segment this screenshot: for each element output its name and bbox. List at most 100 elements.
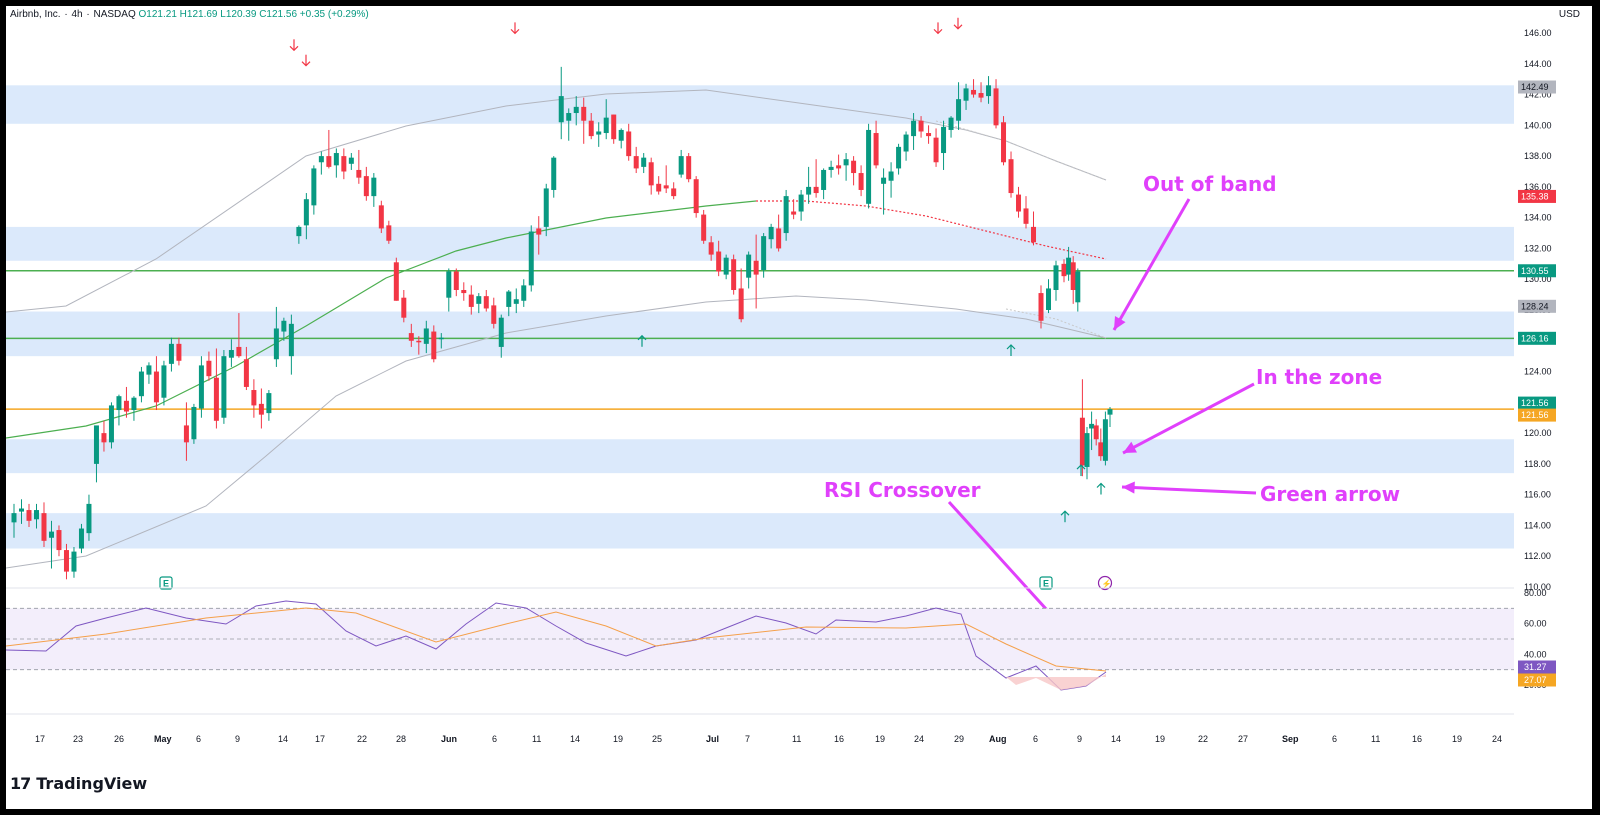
time-axis-tick: Aug [989,734,1007,744]
candle-body [453,271,459,290]
price-axis-label [1518,408,1556,422]
candle-body [528,231,534,286]
candle-body [911,120,917,137]
annotation-rsi-crossover: RSI Crossover [824,478,981,502]
candle-body [176,343,182,361]
candle-body [941,126,947,154]
support-resistance-zone [6,85,1514,124]
candle-body [731,259,737,290]
candle-body [153,371,159,403]
currency-label[interactable]: USD [1558,9,1580,20]
candle-body [933,137,939,163]
support-resistance-zone [6,226,1514,261]
time-axis-tick: 27 [1238,734,1248,744]
rsi-value-label-text: 27.07 [1524,675,1547,685]
candle-body [258,403,264,415]
candle-body [993,88,999,126]
candle-body [956,99,962,121]
up-signal-arrow-head [1006,344,1016,350]
candle-body [191,406,197,440]
price-axis-tick: 110.00 [1524,582,1551,592]
candle-body [663,185,669,189]
time-axis-tick: 6 [1332,734,1337,744]
candle-body [183,425,189,443]
support-resistance-zone [6,439,1514,474]
candle-body [588,120,594,137]
candle-body [303,199,309,226]
candle-body [18,508,24,512]
time-axis-tick: Jun [441,734,457,744]
candle-body [206,360,212,377]
low-value: L120.39 [220,9,257,20]
chart-frame: E E ⚡ 146.00 144.00 142.00 140.00 138.00 136.00 1… [6,6,1592,809]
candle-body [693,179,699,214]
candle-body [513,299,519,304]
time-axis-tick: 19 [613,734,623,744]
price-axis-tick: 130.00 [1524,274,1552,284]
time-axis-tick: 9 [1077,734,1082,744]
candle-body [596,131,602,135]
time-axis-tick: 19 [1155,734,1165,744]
time-axis-tick: 6 [1033,734,1038,744]
tradingview-logo[interactable]: 𝟭𝟳 TradingView [10,774,147,793]
earnings-icon[interactable] [159,576,173,590]
candle-body [161,365,167,398]
candle-body [123,400,129,412]
time-axis-tick: 19 [1452,734,1462,744]
price-axis-label [1518,396,1556,410]
candle-body [963,88,969,101]
price-axis-tick: 116.00 [1524,490,1551,500]
annotation-in-the-zone: In the zone [1256,365,1383,389]
candle-body [708,242,714,255]
candle-body [108,405,114,443]
time-axis-tick: 7 [745,734,750,744]
candle-body [138,371,144,397]
candle-body [1084,433,1090,467]
symbol-header[interactable]: Airbnb, Inc. · 4h · NASDAQ O121.21 H121.… [10,9,369,20]
candle-body [506,291,512,307]
candle-body [678,156,684,175]
time-axis-tick: May [154,734,172,744]
candle-body [243,359,249,387]
candle-body [791,211,797,215]
split-event-icon[interactable] [1097,575,1113,591]
price-chart[interactable]: E E ⚡146.00144.00142.00140.00138.00136.001… [6,6,1592,809]
candle-body [603,117,609,134]
price-axis-tick: 140.00 [1524,120,1552,130]
tradingview-mark-icon: 𝟭𝟳 [10,774,31,793]
candle-body [371,177,377,197]
candle-body [1107,409,1113,415]
time-axis-tick: 11 [1371,734,1380,744]
candle-body [836,165,842,169]
candle-body [476,296,482,304]
time-axis-tick: 11 [792,734,801,744]
earnings-icon[interactable] [1039,576,1053,590]
up-signal-arrow-head [637,334,647,341]
candle-body [851,160,857,174]
candle-body [438,337,444,340]
candle-body [1053,265,1059,290]
price-axis-label-text: 142.49 [1521,82,1549,92]
change-value: +0.35 (+0.29%) [299,9,369,20]
candle-body [1070,262,1076,290]
symbol-name: Airbnb, Inc. [10,9,61,20]
candle-body [1008,159,1014,194]
candle-body [1089,423,1095,429]
candle-body [521,285,527,301]
annotation-arrow-out-of-band [1112,198,1191,331]
down-signal-arrow-head [289,45,299,52]
candle-body [746,254,752,278]
candle-body [633,156,639,169]
candle-body [78,528,84,549]
candle-body [48,531,54,538]
candle-body [116,396,122,411]
time-axis-tick: 22 [357,734,367,744]
time-axis-tick: 16 [834,734,844,744]
candle-body [273,328,279,360]
candle-body [648,162,654,186]
candle-body [378,205,384,229]
candle-body [701,214,707,241]
candle-body [1079,417,1085,466]
candle-body [611,114,617,140]
high-value: H121.69 [179,9,218,20]
